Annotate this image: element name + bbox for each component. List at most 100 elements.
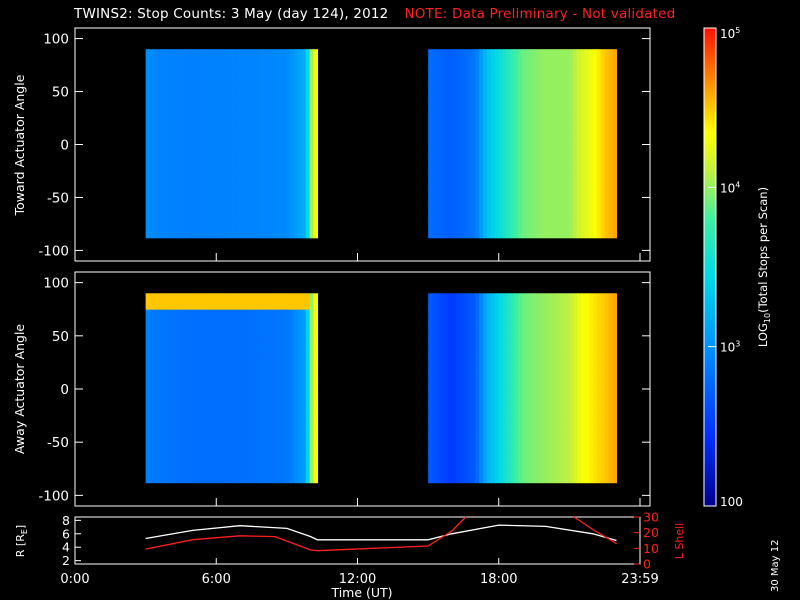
heatmap-cell [219, 309, 225, 326]
heatmap-cell [227, 372, 233, 389]
heatmap-cell [451, 372, 457, 389]
heatmap-cell [479, 340, 484, 357]
heatmap-cell [514, 451, 519, 468]
heatmap-cell [479, 221, 484, 239]
heatmap-cell [266, 451, 272, 468]
heatmap-cell [297, 466, 303, 484]
heatmap-cell [530, 112, 535, 129]
heatmap-cell [612, 159, 618, 176]
heatmap-cell [432, 96, 437, 113]
heatmap-cell [479, 324, 484, 342]
heatmap-cell [612, 112, 618, 129]
heatmap-cell [270, 190, 276, 207]
heatmap-cell [459, 466, 465, 484]
heatmap-cell [545, 64, 551, 82]
heatmap-cell [455, 466, 461, 484]
heatmap-cell [262, 372, 268, 389]
heatmap-cell [301, 64, 307, 82]
heatmap-cell [565, 466, 570, 484]
heatmap-cell [549, 190, 555, 207]
heatmap-cell [475, 159, 480, 176]
heatmap-cell [443, 174, 449, 192]
heatmap-cell [581, 340, 586, 357]
heatmap-cell [577, 435, 582, 452]
heatmap-cell [184, 143, 190, 160]
heatmap-cell [459, 372, 465, 389]
heatmap-cell [443, 293, 449, 310]
heatmap-cell [309, 309, 315, 326]
heatmap-cell [266, 190, 272, 207]
heatmap-cell [169, 451, 174, 468]
heatmap-cell [239, 190, 244, 207]
heatmap-cell [313, 112, 319, 129]
heatmap-cell [518, 372, 523, 389]
heatmap-cell [282, 174, 287, 192]
heatmap-cell [188, 403, 194, 421]
heatmap-cell [274, 419, 280, 436]
heatmap-cell [475, 127, 480, 145]
heatmap-cell [243, 403, 248, 421]
time-tick-label: 0:00 [60, 572, 89, 587]
heatmap-cell [196, 403, 201, 421]
heatmap-cell [545, 80, 551, 97]
heatmap-cell [169, 435, 174, 452]
heatmap-cell [557, 159, 563, 176]
heatmap-cell [490, 356, 496, 373]
heatmap-cell [447, 403, 453, 421]
date-credit: 30 May 12 [770, 539, 781, 592]
heatmap-cell [188, 387, 194, 405]
heatmap-cell [604, 80, 610, 97]
heatmap-cell [573, 96, 578, 113]
heatmap-cell [545, 112, 551, 129]
heatmap-cell [557, 419, 563, 436]
heatmap-cell [180, 387, 186, 405]
heatmap-cell [208, 419, 213, 436]
heatmap-cell [208, 159, 213, 176]
heatmap-cell [522, 143, 527, 160]
heatmap-cell [286, 403, 291, 421]
heatmap-cell [514, 356, 519, 373]
heatmap-cell [585, 324, 590, 342]
heatmap-cell [254, 466, 260, 484]
heatmap-cell [561, 372, 567, 389]
heatmap-cell [192, 64, 197, 82]
heatmap-cell [526, 64, 531, 82]
heatmap-cell [451, 174, 457, 192]
heatmap-cell [243, 174, 248, 192]
heatmap-cell [286, 451, 291, 468]
heatmap-cell [157, 143, 162, 160]
heatmap-cell [266, 309, 272, 326]
heatmap-cell [483, 387, 488, 405]
heatmap-cell [309, 190, 315, 207]
heatmap-cell [153, 403, 158, 421]
heatmap-cell [553, 190, 559, 207]
heatmap-cell [534, 127, 539, 145]
heatmap-cell [243, 221, 248, 239]
heatmap-cell [502, 435, 508, 452]
heatmap-cell [588, 466, 594, 484]
heatmap-cell [290, 49, 295, 66]
heatmap-cell [227, 64, 233, 82]
heatmap-cell [192, 159, 197, 176]
heatmap-cell [592, 64, 598, 82]
heatmap-cell [459, 174, 465, 192]
heatmap-cell [254, 293, 260, 310]
heatmap-cell [439, 64, 445, 82]
heatmap-cell [297, 206, 303, 223]
heatmap-cell [577, 174, 582, 192]
heatmap-cell [530, 174, 535, 192]
heatmap-cell [266, 372, 272, 389]
heatmap-cell [274, 221, 280, 239]
heatmap-cell [588, 340, 594, 357]
heatmap-cell [157, 451, 162, 468]
heatmap-cell [561, 435, 567, 452]
heatmap-cell [534, 96, 539, 113]
heatmap-cell [545, 96, 551, 113]
y-tick-label: -100 [38, 243, 69, 259]
heatmap-cell [223, 419, 229, 436]
heatmap-cell [510, 293, 516, 310]
heatmap-cell [581, 206, 586, 223]
heatmap-cell [227, 324, 233, 342]
heatmap-cell [219, 80, 225, 97]
heatmap-cell [196, 190, 201, 207]
